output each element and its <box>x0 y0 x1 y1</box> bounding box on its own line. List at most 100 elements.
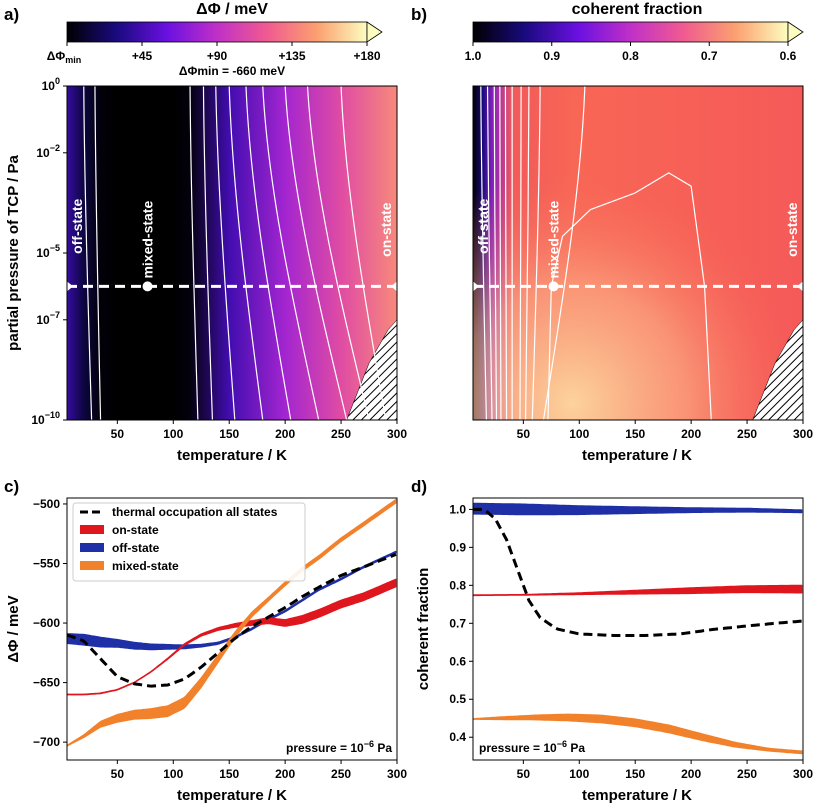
x-axis-label-c: temperature / K <box>177 787 287 804</box>
region-label: off-state <box>475 198 491 253</box>
y-tick-label: 1.0 <box>449 502 466 516</box>
y-tick-label: 0.6 <box>449 654 466 668</box>
panel-c-line-chart: c) 50 100 150 200 250 300 −500 −550 −600 −650 −700… <box>4 477 407 804</box>
x-tick-label: 200 <box>681 767 701 781</box>
colorbar-tick-label: +45 <box>132 49 153 63</box>
axes-d-frame <box>472 497 804 761</box>
right-marker <box>797 281 803 292</box>
y-axis-label-d: coherent fraction <box>415 568 432 691</box>
y-tick-label: 10−10 <box>31 410 60 427</box>
x-tick-label: 150 <box>219 427 239 441</box>
legend-swatch <box>80 525 104 534</box>
panel-d-label: d) <box>411 477 427 496</box>
x-tick-label: 300 <box>387 767 407 781</box>
contour-line <box>284 86 348 420</box>
contour-line <box>306 86 370 420</box>
y-tick-label: −700 <box>33 735 60 749</box>
x-tick-label: 100 <box>163 767 183 781</box>
x-tick-label: 50 <box>111 767 125 781</box>
series-on-state <box>67 578 397 696</box>
series-off-state <box>473 502 803 516</box>
colorbar-b-title: coherent fraction <box>572 1 703 18</box>
panel-b-label: b) <box>411 5 427 24</box>
legend-label: off-state <box>112 541 160 555</box>
x-tick-label: 100 <box>569 767 589 781</box>
contour-line <box>480 86 488 420</box>
series-mixed-state <box>67 498 397 747</box>
y-tick-label: 0.7 <box>449 616 466 630</box>
colorbar-tick-label: 0.9 <box>543 49 560 63</box>
colorbar-tick-label: 0.7 <box>701 49 718 63</box>
region-label: on-state <box>784 202 800 257</box>
region-label: off-state <box>69 198 85 253</box>
y-tick-label: −500 <box>33 497 60 511</box>
panel-d-line-chart: d) 50 100 150 200 250 300 1.0 0.9 0.8 0.7 0.6 0.5 0.… <box>411 477 813 804</box>
left-marker <box>473 281 479 292</box>
hatched-region-b <box>752 319 803 420</box>
legend-box <box>72 502 306 582</box>
region-label: mixed-state <box>140 201 156 279</box>
contour-line <box>524 86 530 420</box>
x-tick-label: 250 <box>737 427 757 441</box>
mixed-state-marker <box>548 281 559 292</box>
axes-c-frame <box>66 497 398 761</box>
colorbar-b-extend-arrow <box>787 21 804 43</box>
y-tick-label: 10−2 <box>36 143 60 160</box>
pressure-annotation-d: pressure = 10−6 Pa <box>479 739 585 755</box>
contour-line <box>486 86 493 420</box>
legend-c: thermal occupation all states on-state off… <box>72 502 306 582</box>
delta-phi-min-note: ΔΦmin = -660 meV <box>179 64 285 78</box>
panel-a-label: a) <box>4 5 19 24</box>
x-tick-label: 100 <box>569 427 589 441</box>
x-tick-label: 150 <box>625 427 645 441</box>
legend-label: mixed-state <box>112 559 179 573</box>
contour-line <box>202 86 214 420</box>
colorbar-tick-label: 0.6 <box>780 49 797 63</box>
contour-line <box>499 86 502 420</box>
x-tick-label: 50 <box>517 427 531 441</box>
contour-line <box>493 86 498 420</box>
y-tick-label: 10−5 <box>36 243 60 260</box>
panel-a-heatmap: a) ΔΦ / meV ΔΦmin +45 +90 +135 +180 ΔΦmin = … <box>4 1 407 464</box>
x-tick-label: 150 <box>219 767 239 781</box>
mixed-state-marker <box>142 281 153 292</box>
legend-swatch <box>80 543 104 552</box>
colorbar-tick-label: 0.8 <box>622 49 639 63</box>
x-tick-label: 50 <box>111 427 125 441</box>
y-tick-label: 0.5 <box>449 692 466 706</box>
y-axis-label-c: ΔΦ / meV <box>5 595 22 662</box>
contour-line <box>189 86 199 420</box>
hatched-region-a <box>346 319 397 420</box>
colorbar-tick-label: +135 <box>278 49 305 63</box>
colorbar-a-extend-arrow <box>366 21 383 43</box>
right-marker <box>391 281 397 292</box>
series-thermal-occupation-all-states <box>67 553 397 688</box>
x-tick-label: 200 <box>275 427 295 441</box>
y-tick-label: 100 <box>42 76 60 93</box>
colorbar-b <box>472 21 789 43</box>
y-tick-label: −650 <box>33 676 60 690</box>
axes-b-frame <box>472 85 804 421</box>
x-tick-label: 250 <box>737 767 757 781</box>
colorbar-tick-label: 1.0 <box>465 49 482 63</box>
x-tick-label: 150 <box>625 767 645 781</box>
x-tick-label: 200 <box>275 767 295 781</box>
series-off-state <box>67 550 397 651</box>
y-tick-label: −600 <box>33 616 60 630</box>
colorbar-a <box>66 21 368 43</box>
y-tick-label: 10−7 <box>36 310 60 327</box>
x-tick-label: 50 <box>517 767 531 781</box>
contour-line <box>228 86 264 420</box>
colorbar-tick-label: +180 <box>353 49 380 63</box>
x-tick-label: 200 <box>681 427 701 441</box>
colorbar-tick-label: ΔΦmin <box>47 49 82 65</box>
x-tick-label: 300 <box>387 427 407 441</box>
left-marker <box>67 281 73 292</box>
contour-line <box>547 172 712 420</box>
pressure-annotation-c: pressure = 10−6 Pa <box>286 739 392 755</box>
contour-line <box>504 86 508 420</box>
x-axis-label-d: temperature / K <box>582 787 692 804</box>
series-on-state <box>473 584 803 597</box>
contour-line <box>94 86 102 420</box>
